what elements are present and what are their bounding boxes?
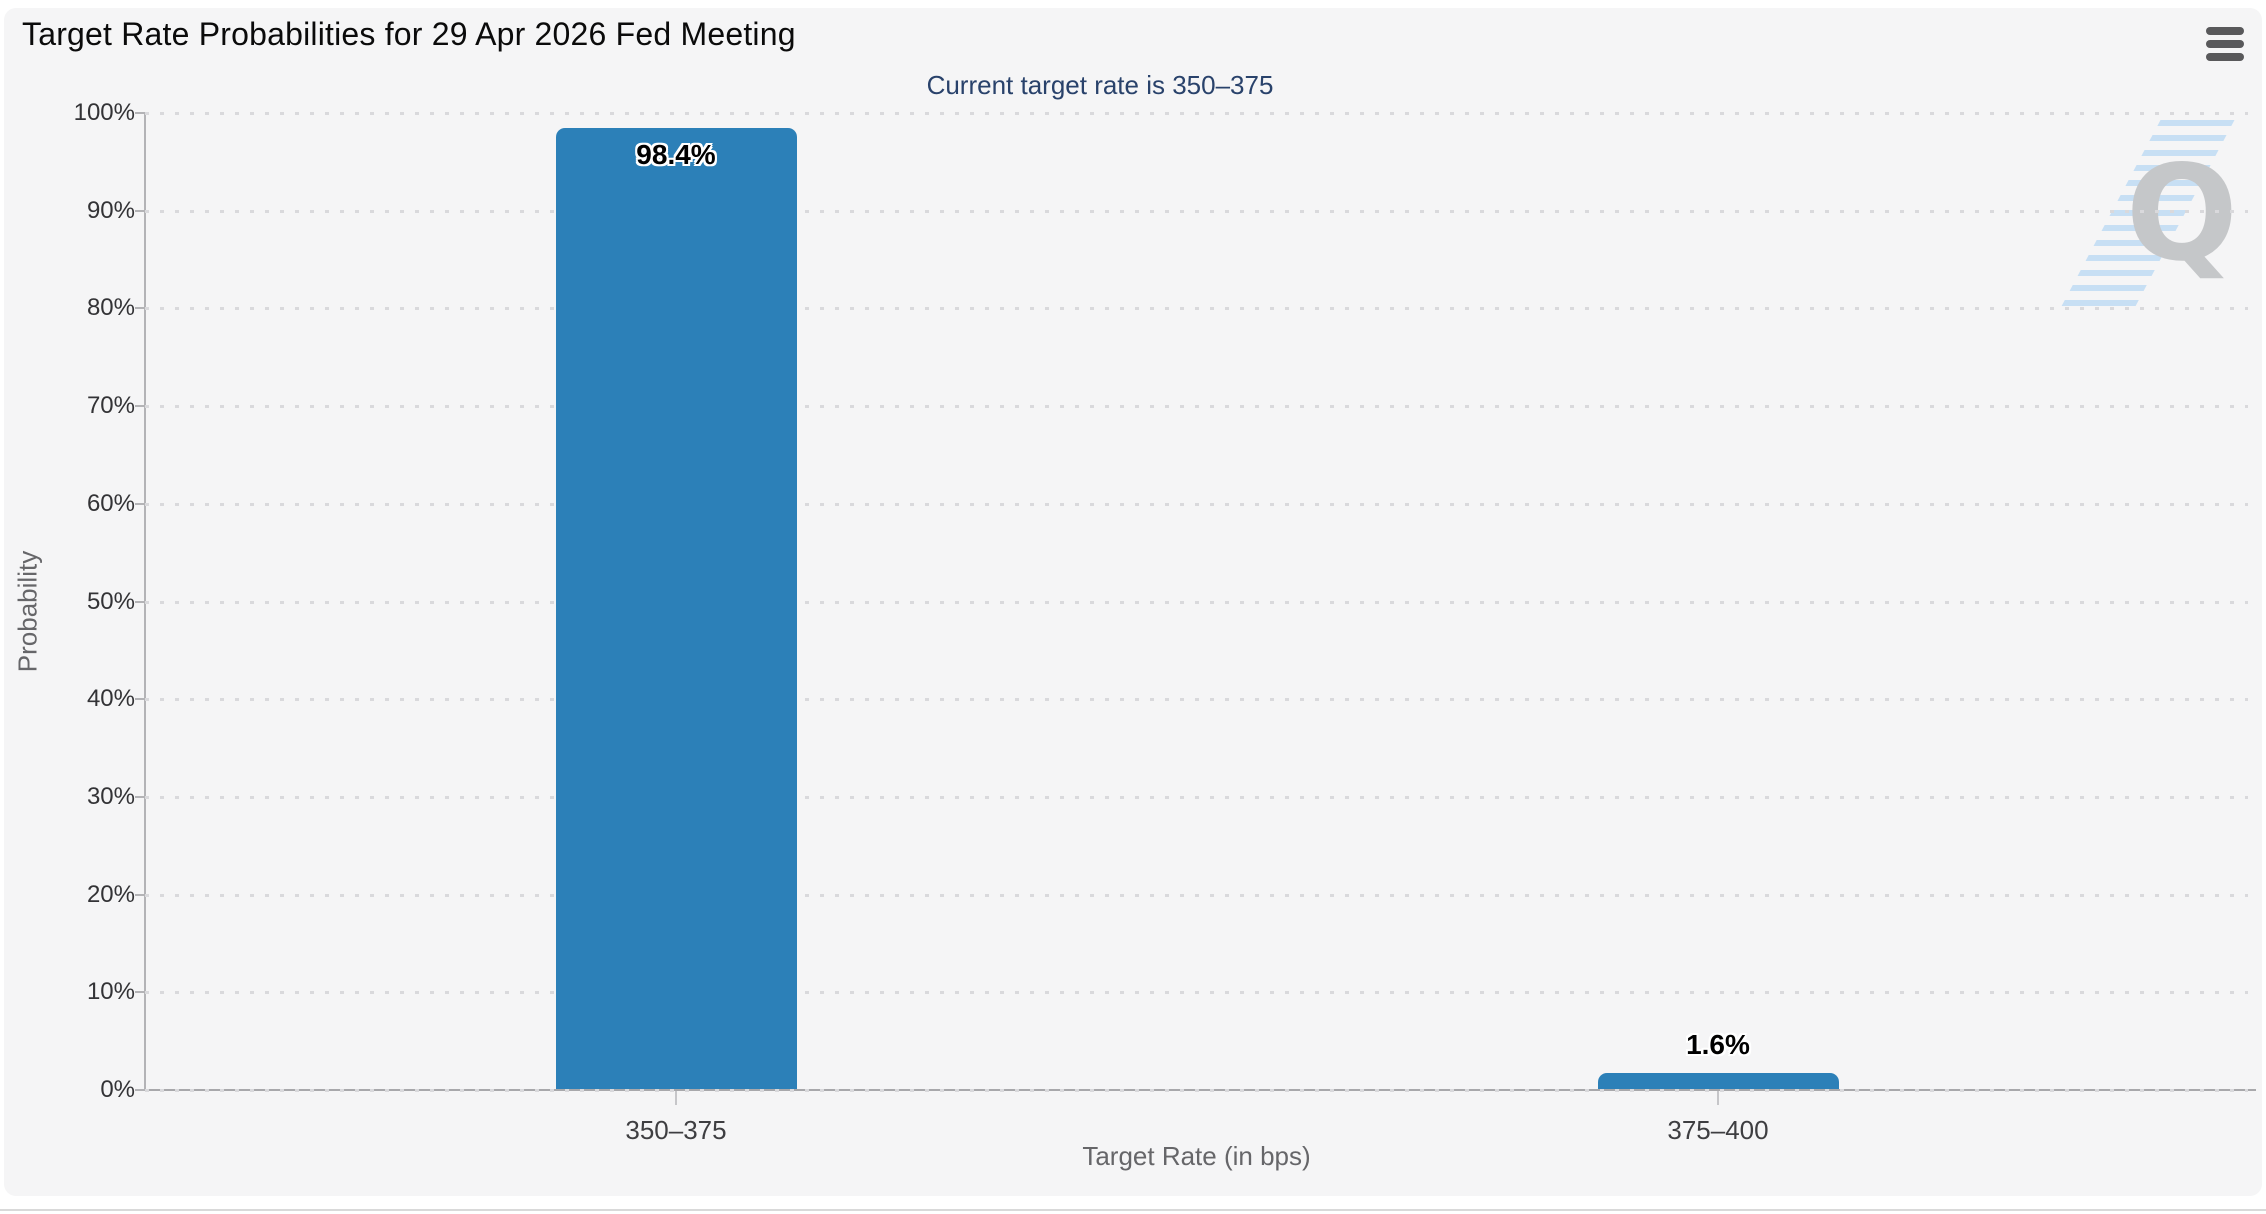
gridline-0% [145, 1089, 2248, 1092]
y-tick-80% [135, 307, 145, 309]
y-tick-label: 0% [100, 1076, 135, 1103]
bar-375–400[interactable] [1597, 1073, 1839, 1089]
gridline-40% [145, 698, 2248, 701]
y-tick-40% [135, 698, 145, 700]
y-tick-30% [135, 796, 145, 798]
x-tick-350–375 [675, 1091, 677, 1105]
gridline-90% [145, 210, 2248, 213]
x-category-label: 375–400 [1667, 1115, 1769, 1145]
x-axis-title: Target Rate (in bps) [1082, 1141, 1311, 1171]
y-tick-label: 60% [86, 490, 135, 517]
y-tick-label: 70% [86, 392, 135, 419]
plot-area: 100% 90% 80% 70% 60% 50% 40% 30% 20% 10% 0% 98.4% 35… [74, 99, 2256, 1145]
gridline-30% [145, 796, 2248, 799]
menu-bar [2206, 53, 2244, 61]
menu-bar [2206, 27, 2244, 35]
x-category-label: 350–375 [625, 1115, 727, 1145]
y-tick-label: 30% [86, 783, 135, 810]
y-tick-90% [135, 210, 145, 212]
y-tick-label: 20% [86, 881, 135, 908]
y-tick-20% [135, 894, 145, 896]
gridline-80% [145, 307, 2248, 310]
y-tick-label: 10% [86, 978, 135, 1005]
bottom-separator [0, 1209, 2266, 1211]
chart-title: Target Rate Probabilities for 29 Apr 202… [22, 16, 796, 52]
y-tick-50% [135, 601, 145, 603]
y-axis-title: Probability [12, 550, 43, 673]
gridline-20% [145, 894, 2248, 897]
bar-value-label: 1.6% [1686, 1029, 1750, 1060]
y-tick-10% [135, 991, 145, 993]
gridline-50% [145, 601, 2248, 604]
gridline-100% [145, 112, 2248, 115]
bar-350–375[interactable] [555, 128, 797, 1089]
y-tick-label: 40% [86, 685, 135, 712]
x-tick-375–400 [1717, 1091, 1719, 1105]
y-tick-label: 50% [86, 588, 135, 615]
y-tick-0% [135, 1089, 145, 1091]
hamburger-menu-icon[interactable] [2206, 27, 2244, 61]
y-tick-label: 100% [73, 99, 135, 126]
y-tick-60% [135, 503, 145, 505]
gridline-10% [145, 991, 2248, 994]
y-tick-100% [135, 112, 145, 114]
gridline-70% [145, 405, 2248, 408]
bar-value-label: 98.4% [636, 139, 716, 170]
menu-bar [2206, 40, 2244, 48]
y-tick-label: 80% [86, 294, 135, 321]
y-tick-70% [135, 405, 145, 407]
chart-subtitle: Current target rate is 350–375 [926, 70, 1274, 100]
gridline-60% [145, 503, 2248, 506]
y-tick-label: 90% [86, 197, 135, 224]
